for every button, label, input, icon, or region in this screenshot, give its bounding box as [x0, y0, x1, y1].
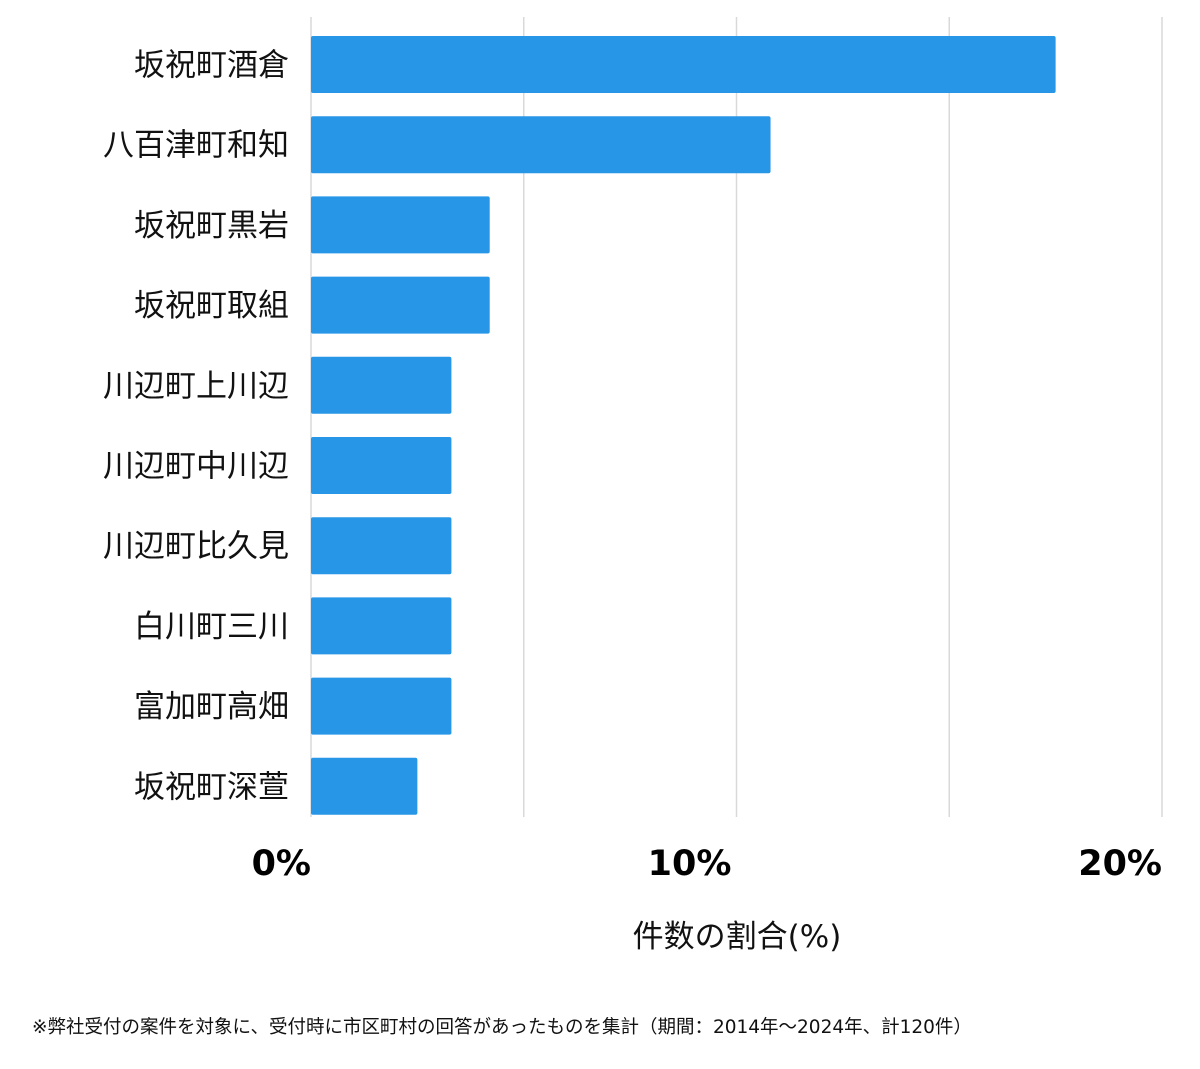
bar [311, 677, 452, 735]
bar [311, 356, 452, 414]
x-tick-label: 20% [1078, 844, 1162, 884]
bar [311, 517, 452, 575]
x-axis-label: 件数の割合(%) [633, 919, 842, 955]
category-label: 川辺町上川辺 [103, 368, 289, 404]
category-label: 白川町三川 [134, 609, 289, 645]
category-label: 川辺町比久見 [103, 529, 289, 565]
category-label: 坂祝町酒倉 [134, 48, 289, 84]
category-label: 坂祝町深萱 [134, 769, 289, 805]
x-tick-labels: 0% 10% 20% [252, 844, 1162, 884]
bar [311, 36, 1056, 93]
category-label: 富加町高畑 [134, 689, 289, 725]
bar [311, 116, 771, 174]
category-label: 八百津町和知 [103, 128, 289, 164]
bar [311, 757, 418, 815]
x-tick-label: 0% [252, 844, 311, 884]
footnote: ※弊社受付の案件を対象に、受付時に市区町村の回答があったものを集計（期間：201… [32, 1017, 972, 1038]
x-tick-label: 10% [648, 844, 732, 884]
bar [311, 597, 452, 655]
category-label: 坂祝町取組 [134, 288, 289, 324]
bar [311, 276, 490, 334]
category-label: 川辺町中川辺 [103, 449, 289, 485]
bars [311, 36, 1056, 815]
bar [311, 437, 452, 494]
category-labels: 坂祝町酒倉八百津町和知坂祝町黒岩坂祝町取組川辺町上川辺川辺町中川辺川辺町比久見白… [103, 48, 289, 806]
bar [311, 196, 490, 254]
category-label: 坂祝町黒岩 [134, 208, 289, 244]
bar-chart: 坂祝町酒倉八百津町和知坂祝町黒岩坂祝町取組川辺町上川辺川辺町中川辺川辺町比久見白… [103, 17, 1163, 955]
